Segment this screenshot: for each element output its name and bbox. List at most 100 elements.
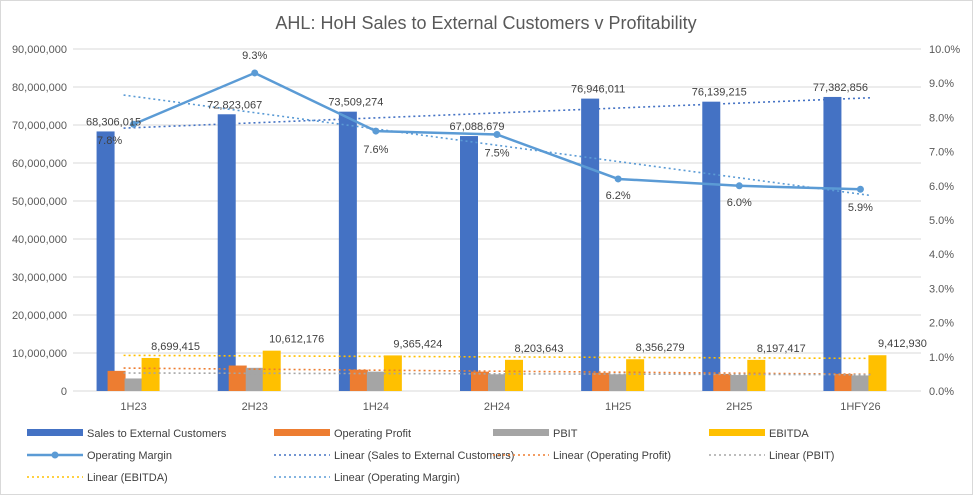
bar-sales-to-external-customers [702, 101, 721, 391]
y2-tick-label: 3.0% [929, 283, 954, 295]
y-axis-ticks: 0 10,000,000 20,000,000 30,000,000 40,000,00… [12, 44, 67, 398]
x-tick-label: 1H24 [363, 401, 389, 413]
y-tick-label: 40,000,000 [12, 234, 67, 246]
bar-pbit [124, 378, 143, 391]
bar-ebitda [141, 357, 160, 391]
y2-tick-label: 6.0% [929, 181, 954, 193]
margin-data-label: 9.3% [242, 50, 267, 62]
margin-data-label: 6.0% [727, 197, 752, 209]
bar-sales-to-external-customers [217, 114, 236, 392]
bar-ebitda [626, 359, 645, 391]
margin-line [130, 69, 864, 193]
ebitda-data-label: 8,699,415 [151, 341, 200, 353]
margin-data-label: 5.9% [848, 202, 873, 214]
y2-tick-label: 10.0% [929, 44, 960, 56]
bar-operating-profit [834, 373, 853, 391]
bar-pbit [730, 375, 749, 391]
ebitda-data-label: 9,412,930 [878, 338, 927, 350]
legend-label: Operating Profit [334, 428, 411, 440]
bar-sales-to-external-customers [338, 111, 357, 391]
legend-swatch [274, 429, 330, 436]
operating-margin-point [372, 127, 380, 135]
y-tick-label: 80,000,000 [12, 82, 67, 94]
legend-label: Sales to External Customers [87, 428, 227, 440]
y-tick-label: 10,000,000 [12, 348, 67, 360]
bar-pbit [488, 374, 506, 391]
bar-pbit [851, 375, 870, 391]
bar-ebitda [747, 359, 766, 391]
legend-swatch [27, 429, 83, 436]
y-tick-label: 20,000,000 [12, 310, 67, 322]
y-tick-label: 60,000,000 [12, 158, 67, 170]
operating-margin-point [130, 120, 138, 128]
bar-sales-to-external-customers [823, 96, 842, 392]
legend: Sales to External Customers Operating Pro… [27, 428, 834, 484]
y2-tick-label: 4.0% [929, 249, 954, 261]
sales-data-label: 77,382,856 [813, 82, 868, 94]
bar-pbit [245, 367, 264, 391]
chart-title: AHL: HoH Sales to External Customers v P… [275, 13, 696, 33]
bar-ebitda [505, 359, 523, 391]
ebitda-data-label: 8,356,279 [636, 342, 685, 354]
legend-label: Linear (PBIT) [769, 450, 834, 462]
operating-margin-point [614, 175, 622, 183]
ebitda-data-label: 10,612,176 [269, 334, 324, 346]
legend-label: Linear (Operating Profit) [553, 450, 671, 462]
x-tick-label: 1H25 [605, 401, 631, 413]
bar-operating-profit [713, 373, 732, 391]
legend-marker [51, 451, 59, 459]
bar-pbit [609, 374, 628, 391]
trendlines [123, 94, 871, 376]
y-tick-label: 70,000,000 [12, 120, 67, 132]
x-tick-label: 1HFY26 [840, 401, 880, 413]
bar-pbit [366, 371, 385, 391]
legend-label: Linear (EBITDA) [87, 472, 168, 484]
bar-sales-to-external-customers [460, 136, 478, 391]
y2-tick-label: 5.0% [929, 215, 954, 227]
bar-operating-profit [471, 371, 489, 391]
legend-label: Linear (Operating Margin) [334, 472, 460, 484]
margin-data-label: 6.2% [606, 190, 631, 202]
margin-data-label: 7.6% [363, 144, 388, 156]
bar-operating-profit [349, 369, 368, 391]
x-tick-label: 1H23 [120, 401, 146, 413]
legend-label: EBITDA [769, 428, 809, 440]
bar-sales-to-external-customers [581, 98, 600, 391]
sales-data-label: 76,139,215 [692, 87, 747, 99]
legend-swatch [493, 429, 549, 436]
bar-ebitda [262, 350, 281, 391]
bars [96, 96, 887, 392]
ebitda-data-label: 8,197,417 [757, 343, 806, 355]
bar-sales-to-external-customers [96, 131, 115, 392]
y-tick-label: 0 [61, 386, 67, 398]
legend-swatch [709, 429, 765, 436]
sales-data-label: 76,946,011 [571, 84, 625, 96]
bar-operating-profit [107, 370, 126, 391]
ebitda-data-label: 9,365,424 [393, 338, 442, 350]
x-tick-label: 2H23 [242, 401, 268, 413]
operating-margin-point [856, 185, 864, 193]
x-tick-label: 2H25 [726, 401, 752, 413]
bar-ebitda [383, 355, 402, 391]
y-tick-label: 50,000,000 [12, 196, 67, 208]
trendline-operating-margin [123, 94, 871, 197]
bar-ebitda [868, 355, 887, 391]
margin-data-label: 7.5% [484, 148, 509, 160]
operating-margin-point [735, 182, 743, 190]
bar-operating-profit [592, 372, 611, 391]
y-tick-label: 90,000,000 [12, 44, 67, 56]
sales-data-label: 72,823,067 [207, 99, 262, 111]
y-tick-label: 30,000,000 [12, 272, 67, 284]
y2-axis-ticks: 0.0% 1.0% 2.0% 3.0% 4.0% 5.0% 6.0% 7.0% 8.0% 9.0%… [929, 44, 960, 398]
operating-margin-point [251, 69, 259, 77]
ebitda-data-label: 8,203,643 [515, 343, 564, 355]
y2-tick-label: 0.0% [929, 386, 954, 398]
y2-tick-label: 2.0% [929, 318, 954, 330]
x-axis-ticks: 1H23 2H23 1H24 2H24 1H25 2H25 1HFY26 [120, 401, 880, 413]
y2-tick-label: 7.0% [929, 147, 954, 159]
y2-tick-label: 8.0% [929, 112, 954, 124]
sales-data-label: 67,088,679 [449, 121, 504, 133]
margin-data-label: 7.8% [97, 135, 122, 147]
